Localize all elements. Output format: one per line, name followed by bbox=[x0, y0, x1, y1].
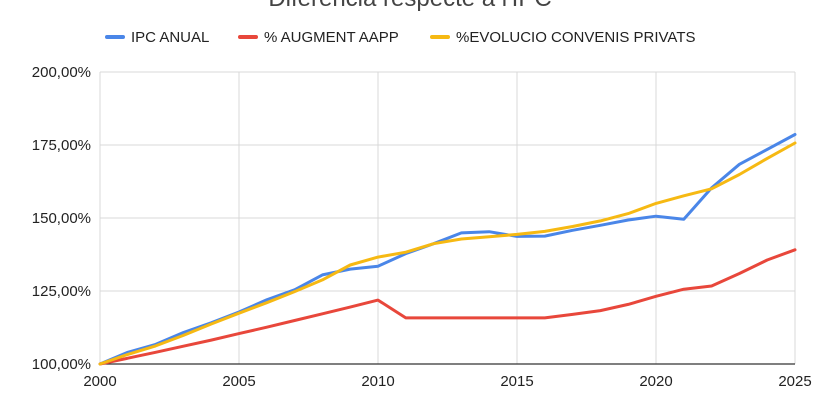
legend-label-1: % AUGMENT AAPP bbox=[264, 29, 399, 46]
legend-label-2: %EVOLUCIO CONVENIS PRIVATS bbox=[456, 29, 696, 46]
legend: IPC ANUAL % AUGMENT AAPP %EVOLUCIO CONVENI… bbox=[105, 29, 696, 46]
x-axis-ticks: 2000 2005 2010 2015 2020 2025 bbox=[83, 373, 811, 390]
series-line-0 bbox=[98, 133, 797, 366]
x-tick-label: 2010 bbox=[361, 373, 394, 390]
x-tick-label: 2025 bbox=[778, 373, 811, 390]
chart-title: Diferència respecte a l'IPC bbox=[268, 0, 551, 12]
x-tick-label: 2020 bbox=[639, 373, 672, 390]
y-tick-label: 100,00% bbox=[32, 356, 91, 373]
y-tick-label: 175,00% bbox=[32, 137, 91, 154]
y-tick-label: 150,00% bbox=[32, 210, 91, 227]
legend-label-0: IPC ANUAL bbox=[131, 29, 209, 46]
series-line-1 bbox=[98, 248, 797, 366]
series-line-2 bbox=[98, 141, 797, 366]
y-tick-label: 200,00% bbox=[32, 64, 91, 81]
x-tick-label: 2005 bbox=[222, 373, 255, 390]
x-tick-label: 2000 bbox=[83, 373, 116, 390]
x-tick-label: 2015 bbox=[500, 373, 533, 390]
gridlines bbox=[99, 71, 796, 364]
series-lines bbox=[98, 133, 797, 366]
y-tick-label: 125,00% bbox=[32, 283, 91, 300]
y-axis-ticks: 100,00% 125,00% 150,00% 175,00% 200,00% bbox=[32, 64, 91, 373]
